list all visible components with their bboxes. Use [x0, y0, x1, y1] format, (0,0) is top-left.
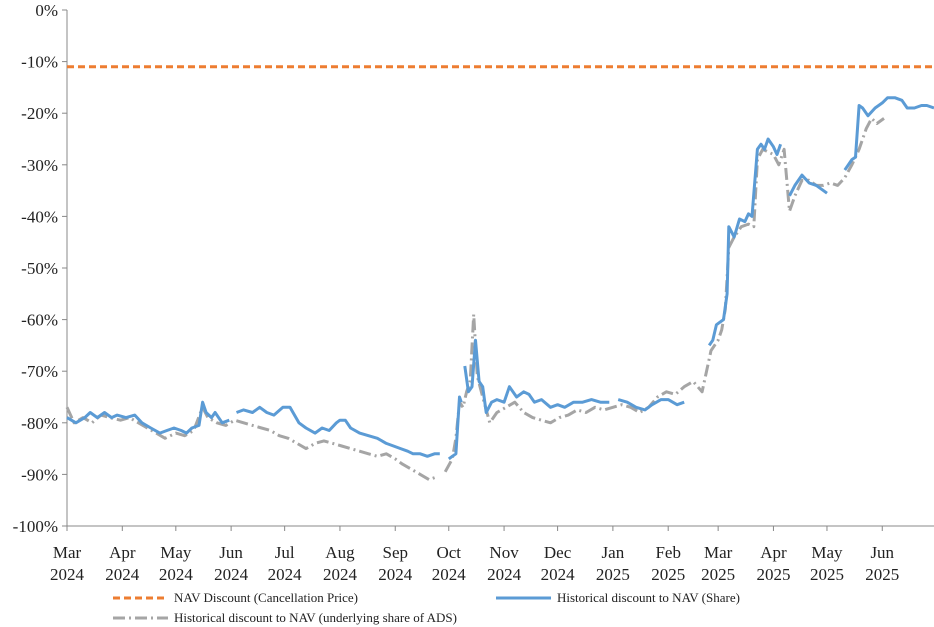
y-tick-label: -30%: [21, 156, 58, 175]
legend-label-share: Historical discount to NAV (Share): [557, 590, 740, 605]
y-tick-label: -40%: [21, 207, 58, 226]
y-axis: 0% -10% -20% -30% -40% -50% -60% -70% -80% -90% -1…: [13, 1, 68, 536]
legend-label-cancellation: NAV Discount (Cancellation Price): [174, 590, 358, 605]
x-tick-label: Apr 2025: [756, 543, 790, 584]
y-tick-label: 0%: [35, 1, 58, 20]
series-ads-line: [65, 116, 885, 482]
x-tick-label: Jun 2024: [214, 543, 249, 584]
y-tick-label: -90%: [21, 465, 58, 484]
x-tick-label: Aug 2024: [323, 543, 358, 584]
x-tick-label: May 2025: [810, 543, 844, 584]
x-tick-label: Jan 2025: [596, 543, 630, 584]
x-tick-label: May 2024: [159, 543, 194, 584]
y-tick-label: -80%: [21, 414, 58, 433]
y-tick-label: -60%: [21, 311, 58, 330]
x-tick-label: Nov 2024: [487, 543, 522, 584]
x-tick-label: Oct 2024: [432, 543, 467, 584]
series-share-line: [66, 96, 934, 461]
series-layer: [65, 65, 934, 482]
x-axis: Mar 2024 Apr 2024 May 2024 Jun 2024 Jul 2024 Aug 20…: [50, 525, 934, 584]
y-tick-label: -20%: [21, 104, 58, 123]
y-tick-label: -70%: [21, 362, 58, 381]
x-tick-label: Jul 2024: [268, 543, 303, 584]
y-tick-label: -100%: [13, 517, 58, 536]
x-tick-label: Apr 2024: [105, 543, 140, 584]
x-tick-label: Jun 2025: [865, 543, 899, 584]
x-tick-label: Dec 2024: [541, 543, 576, 584]
x-tick-label: Mar 2025: [701, 543, 735, 584]
y-tick-label: -50%: [21, 259, 58, 278]
x-tick-label: Mar 2024: [50, 543, 85, 584]
x-tick-label: Sep 2024: [378, 543, 413, 584]
x-tick-label: Feb 2025: [651, 543, 685, 584]
legend-label-ads: Historical discount to NAV (underlying s…: [174, 610, 457, 625]
legend: NAV Discount (Cancellation Price) Histor…: [113, 590, 740, 625]
y-tick-label: -10%: [21, 53, 58, 72]
